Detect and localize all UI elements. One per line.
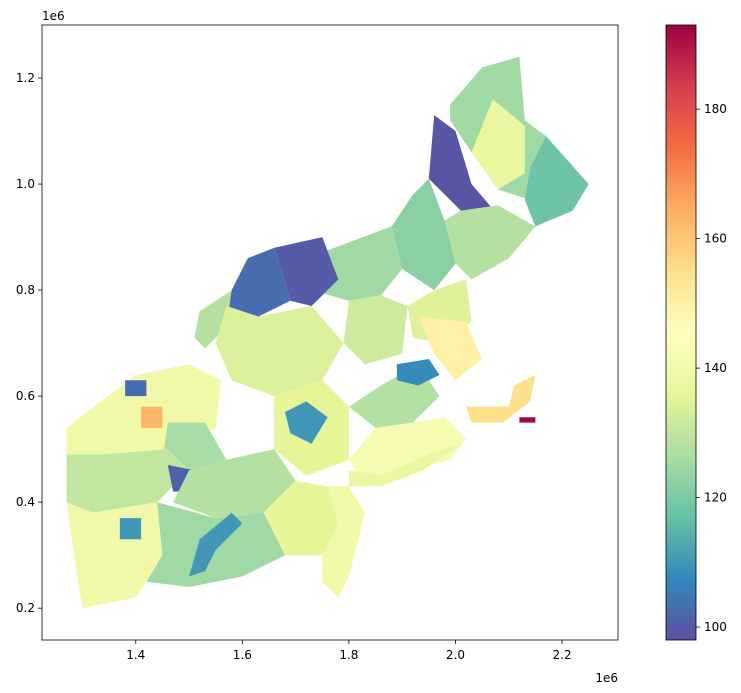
region-long-island xyxy=(348,443,461,487)
region-ny-blue-county xyxy=(285,401,328,444)
region-pa-central xyxy=(173,449,296,519)
colorbar-tick-label: 120 xyxy=(704,491,727,505)
region-ny-adirondack-blue xyxy=(226,247,291,317)
region-maine-mid xyxy=(471,99,525,190)
colorbar-tick-label: 100 xyxy=(704,620,727,634)
colorbar-ticks: 100 120 140 160 180 xyxy=(696,102,727,634)
colorbar-tick-label: 160 xyxy=(704,232,727,246)
x-tick-label: 1.8 xyxy=(339,648,358,662)
region-vt-south xyxy=(343,295,408,365)
region-ct-ri xyxy=(348,417,467,476)
plot-frame xyxy=(41,24,619,641)
region-pa-northwest xyxy=(66,449,190,513)
region-ny-west-orange xyxy=(141,406,163,428)
region-ma-blue xyxy=(396,359,440,386)
region-maine-west-purple xyxy=(428,115,504,238)
region-nh-north xyxy=(391,178,456,291)
colorbar-tick-label: 180 xyxy=(704,102,727,116)
region-nj xyxy=(322,486,365,598)
region-pa-blue-sw xyxy=(119,518,142,540)
colorbar-tick-label: 140 xyxy=(704,361,727,375)
map-axes: 1.4 1.6 1.8 2.0 2.2 0.2 0.4 0.6 0.8 1.0 1.2 1e6 1… xyxy=(16,9,619,685)
region-maine-south xyxy=(434,205,536,280)
y-tick-label: 1.2 xyxy=(16,71,35,85)
y-offset-label: 1e6 xyxy=(42,9,65,23)
x-tick-label: 2.0 xyxy=(446,648,465,662)
region-ma-capecod xyxy=(466,374,536,423)
y-tick-label: 0.2 xyxy=(16,601,35,615)
region-ny-north-purple xyxy=(274,237,339,306)
region-pa-southeast xyxy=(263,480,339,556)
region-ma-east-yellow xyxy=(418,316,483,381)
region-maine-east xyxy=(524,136,589,227)
x-tick-label: 1.6 xyxy=(233,648,252,662)
y-tick-label: 0.4 xyxy=(16,495,35,509)
x-tick-label: 1.4 xyxy=(126,648,145,662)
map-regions xyxy=(66,56,589,609)
colorbar: 100 120 140 160 180 xyxy=(665,24,727,641)
x-axis-ticks: 1.4 1.6 1.8 2.0 2.2 xyxy=(126,640,572,662)
y-tick-label: 1.0 xyxy=(16,177,35,191)
x-offset-label: 1e6 xyxy=(595,671,618,685)
region-ny-southern-tier xyxy=(162,422,227,471)
y-tick-label: 0.8 xyxy=(16,283,35,297)
region-nantucket-hot xyxy=(519,417,536,423)
y-tick-label: 0.6 xyxy=(16,389,35,403)
colorbar-gradient xyxy=(665,24,697,641)
x-tick-label: 2.2 xyxy=(553,648,572,662)
y-axis-ticks: 0.2 0.4 0.6 0.8 1.0 1.2 xyxy=(16,71,42,615)
region-ny-central xyxy=(215,306,344,397)
region-ny-west-blue xyxy=(125,380,147,397)
region-pa-blue-ridge xyxy=(189,512,243,577)
region-ny-stlawrence xyxy=(194,290,232,349)
